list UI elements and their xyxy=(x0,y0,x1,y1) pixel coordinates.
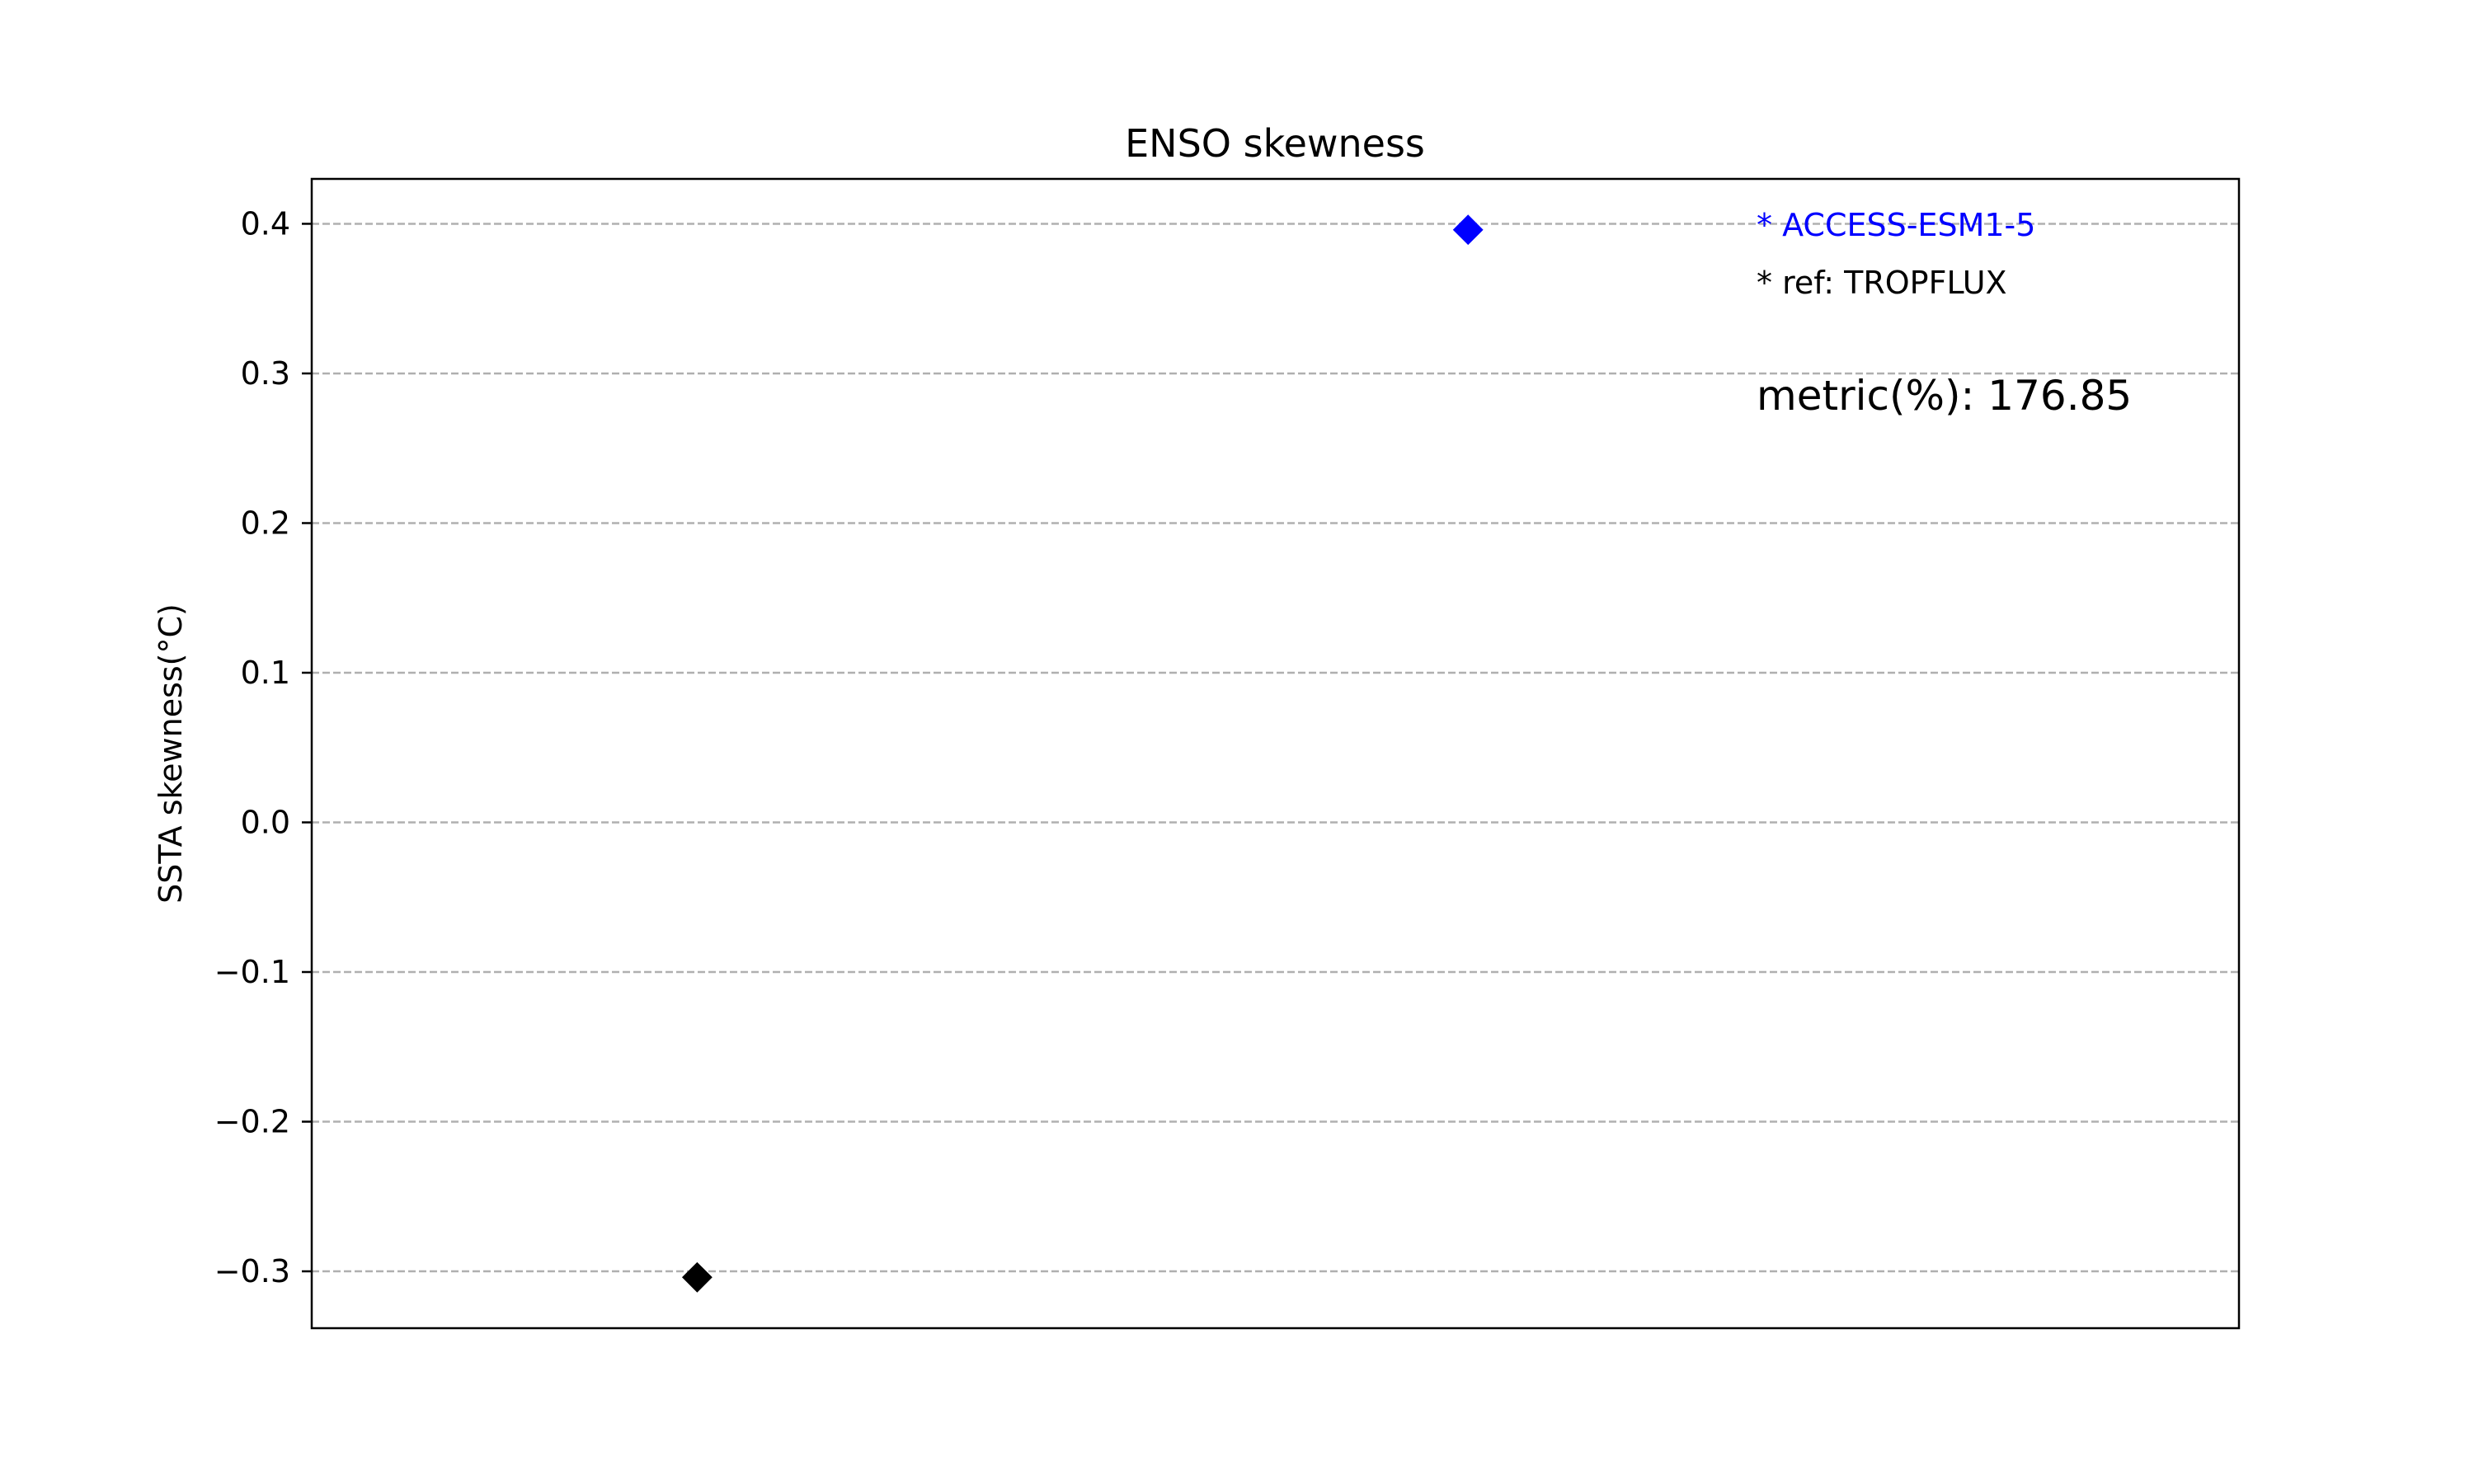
y-tick-label: 0.2 xyxy=(241,505,290,541)
y-axis-ticks: −0.3 −0.2 −0.1 0.0 0.1 0.2 0.3 0.4 xyxy=(214,205,312,1289)
legend-entry-ref-tropflux: * ref: TROPFLUX xyxy=(1757,265,2007,301)
y-tick-label: −0.3 xyxy=(214,1253,290,1289)
y-tick-label: 0.0 xyxy=(241,804,290,840)
y-tick-label: −0.1 xyxy=(214,954,290,990)
y-tick-label: 0.3 xyxy=(241,355,290,392)
y-tick-label: 0.1 xyxy=(241,655,290,691)
legend-entry-access-esm1-5: * ACCESS-ESM1-5 xyxy=(1757,207,2035,243)
plot-area-frame xyxy=(310,177,2241,1330)
data-markers xyxy=(681,214,1484,1293)
y-tick-label: 0.4 xyxy=(241,205,290,242)
chart-title: ENSO skewness xyxy=(1125,121,1425,166)
metric-annotation: metric(%): 176.85 xyxy=(1757,372,2132,420)
y-tick-label: −0.2 xyxy=(214,1104,290,1140)
y-axis-label: SSTA skewness(°C) xyxy=(153,603,189,904)
